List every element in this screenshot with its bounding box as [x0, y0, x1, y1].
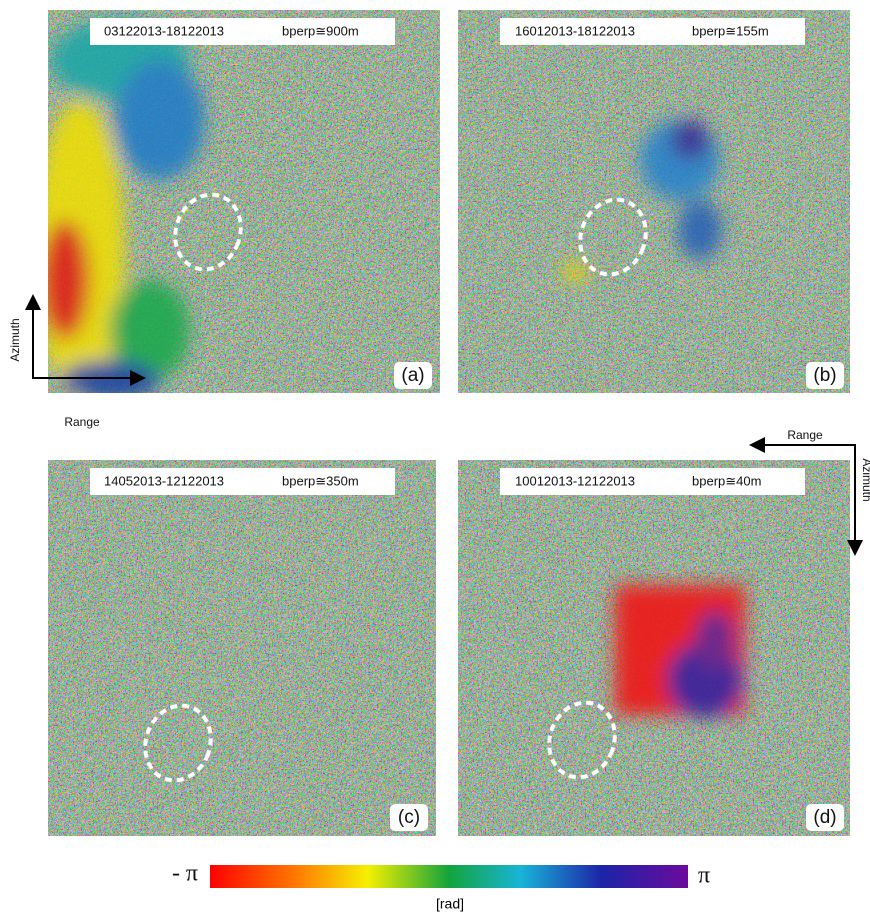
colorbar-unit: [rad] — [436, 896, 464, 912]
panel-bperp: bperp≅900m — [282, 23, 359, 38]
colorbar-min: - π — [172, 861, 198, 887]
axis-label: Range — [64, 415, 100, 429]
figure: 03122013-18122013 bperp≅900m (a) 1601201… — [0, 0, 870, 916]
colorbar: - π π [rad] — [172, 861, 710, 912]
panel-dates: 10012013-12122013 — [515, 473, 635, 488]
panel-bperp: bperp≅350m — [282, 473, 359, 488]
axis-label: Range — [787, 428, 823, 442]
panel-label: (b) — [813, 365, 836, 386]
panel-label: (d) — [813, 807, 836, 828]
panel-bperp: bperp≅155m — [692, 23, 769, 38]
panel-label: (c) — [398, 807, 420, 828]
panel-dates: 03122013-18122013 — [104, 23, 224, 38]
interferogram — [48, 460, 436, 836]
panel-bperp: bperp≅40m — [692, 473, 761, 488]
panel-d: 10012013-12122013 bperp≅40m (d) — [458, 460, 850, 836]
panel-a: 03122013-18122013 bperp≅900m (a) — [35, 10, 440, 400]
panel-c: 14052013-12122013 bperp≅350m (c) — [48, 460, 436, 836]
panel-label: (a) — [401, 365, 424, 386]
colorbar-max: π — [698, 863, 710, 889]
axis-label: Azimuth — [8, 318, 22, 361]
axis-label: Azimuth — [860, 458, 870, 501]
panel-dates: 14052013-12122013 — [104, 473, 224, 488]
panel-dates: 16012013-18122013 — [515, 23, 635, 38]
panel-b: 16012013-18122013 bperp≅155m (b) — [458, 10, 850, 393]
interferogram — [458, 10, 850, 393]
colorbar-gradient — [210, 865, 688, 888]
